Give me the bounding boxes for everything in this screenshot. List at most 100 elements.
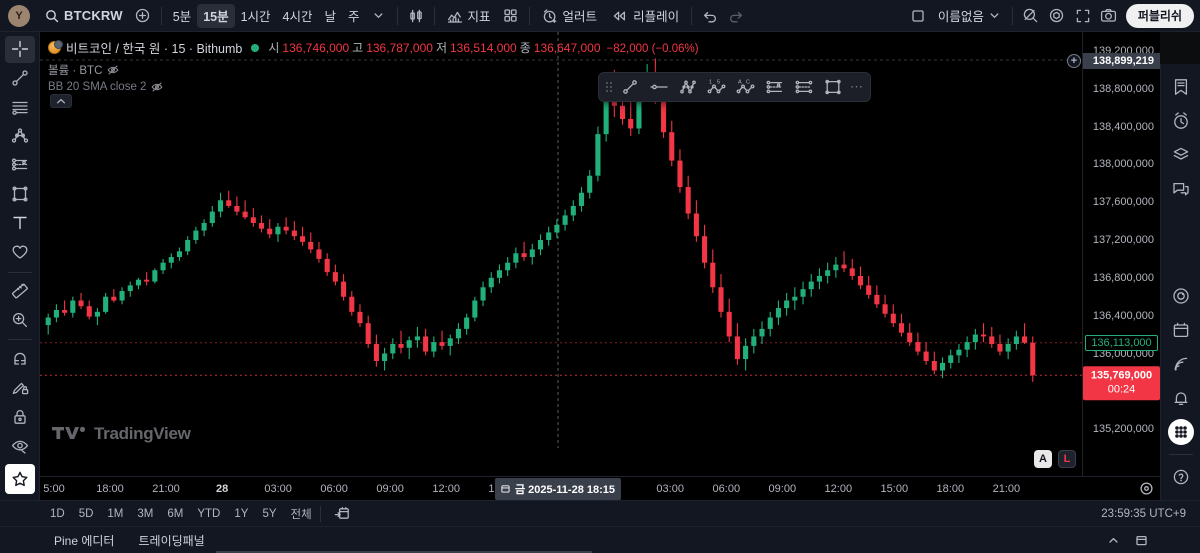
range-bar: 1D 5D 1M 3M 6M YTD 1Y 5Y 전체 23:59:35 UTC+9 bbox=[0, 500, 1200, 526]
range-전체[interactable]: 전체 bbox=[290, 508, 312, 521]
range-5d[interactable]: 5D bbox=[78, 507, 94, 520]
avatar[interactable]: Y bbox=[8, 4, 30, 27]
range-5y[interactable]: 5Y bbox=[262, 507, 277, 520]
hide-drawings-tool[interactable] bbox=[5, 432, 35, 459]
timeframe-15m[interactable]: 15분 bbox=[197, 3, 235, 28]
timeframe-1h[interactable]: 1시간 bbox=[240, 10, 271, 24]
text-tool[interactable] bbox=[5, 210, 35, 237]
pine-editor-tab[interactable]: Pine 에디터 bbox=[54, 533, 115, 548]
parallel-channel-tool-float[interactable] bbox=[790, 75, 818, 99]
calendar-icon[interactable] bbox=[1166, 313, 1196, 347]
undo-button[interactable] bbox=[697, 3, 723, 29]
more-tools-icon[interactable]: ⋯ bbox=[850, 79, 864, 94]
candlestick-canvas[interactable] bbox=[40, 32, 1082, 448]
chat-icon[interactable] bbox=[1166, 172, 1196, 206]
zoom-tool[interactable] bbox=[5, 306, 35, 333]
collapse-legend-button[interactable] bbox=[50, 94, 72, 108]
price-tick: 138,800,000 bbox=[1092, 82, 1154, 95]
alerts-icon[interactable] bbox=[1166, 104, 1196, 138]
fib-retracement-tool-float[interactable] bbox=[761, 75, 789, 99]
publish-button[interactable]: 퍼블리쉬 bbox=[1125, 3, 1194, 28]
ray-tool-float[interactable] bbox=[645, 75, 673, 99]
symbol-label: BTCKRW bbox=[64, 8, 123, 23]
replay-button[interactable]: 리플레이 bbox=[604, 4, 686, 28]
add-symbol-button[interactable] bbox=[130, 3, 156, 29]
symbol-search-button[interactable]: BTCKRW bbox=[38, 4, 130, 28]
elliott-correction-wave-tool-float[interactable]: A C bbox=[732, 75, 760, 99]
watchlist-icon[interactable] bbox=[1166, 70, 1196, 104]
range-1y[interactable]: 1Y bbox=[234, 507, 249, 520]
time-tick: 12:00 bbox=[432, 482, 460, 495]
divider bbox=[7, 339, 32, 341]
range-1m[interactable]: 1M bbox=[107, 507, 124, 520]
divider bbox=[1011, 6, 1013, 25]
trading-panel-tab[interactable]: 트레이딩패널 bbox=[138, 533, 205, 548]
alert-badge[interactable]: A bbox=[1034, 450, 1052, 468]
price-tick: 138,000,000 bbox=[1092, 158, 1154, 171]
timeframe-1d[interactable]: 날 bbox=[324, 10, 337, 24]
chart-type-candles-icon[interactable] bbox=[403, 3, 429, 29]
hotlist-icon[interactable] bbox=[1166, 279, 1196, 313]
measure-tool[interactable] bbox=[5, 278, 35, 305]
fullscreen-icon[interactable] bbox=[1070, 3, 1096, 29]
timeframe-4h[interactable]: 4시간 bbox=[282, 10, 313, 24]
lock-drawings-tool[interactable] bbox=[5, 403, 35, 430]
timeframe-chevron-down-icon[interactable] bbox=[366, 3, 392, 29]
pitchfork-tool-float[interactable] bbox=[674, 75, 702, 99]
news-icon[interactable] bbox=[1166, 347, 1196, 381]
favorites-tool[interactable] bbox=[4, 464, 35, 494]
crosshair-price-label: +138,899,219 bbox=[1067, 52, 1160, 69]
timeframe-5m[interactable]: 5분 bbox=[172, 10, 192, 24]
time-tick: 18:00 bbox=[96, 482, 124, 495]
maximize-panel-icon[interactable] bbox=[1128, 527, 1154, 553]
floating-drawing-toolbar[interactable]: 1 5 A C bbox=[598, 72, 871, 102]
emoji-tool[interactable] bbox=[5, 239, 35, 266]
shapes-tool[interactable] bbox=[5, 181, 35, 208]
chevron-down-icon bbox=[989, 10, 1000, 21]
stay-in-drawing-mode-tool[interactable] bbox=[5, 374, 35, 401]
crosshair-time-label: 금 2025-11-28 18:15 bbox=[494, 477, 622, 500]
snapshot-camera-icon[interactable] bbox=[1096, 3, 1122, 29]
go-to-date-icon[interactable] bbox=[329, 501, 355, 527]
help-icon[interactable] bbox=[1166, 460, 1196, 494]
chart-area[interactable]: 비트코인 / 한국 원 · 15 · Bithumb 시 136,746,000 … bbox=[40, 32, 1082, 476]
price-axis[interactable]: 139,200,000 138,800,000 138,400,000 138,000… bbox=[1067, 32, 1160, 476]
indicators-button[interactable]: 지표 bbox=[440, 4, 498, 28]
templates-grid-icon[interactable] bbox=[498, 3, 524, 29]
horizontal-lines-tool[interactable] bbox=[5, 94, 35, 121]
expand-panel-icon[interactable] bbox=[1100, 527, 1126, 553]
layout-select-icon[interactable] bbox=[905, 3, 931, 29]
bid-price-label: 136,113,000 bbox=[1085, 334, 1158, 351]
rectangle-tool-float[interactable] bbox=[819, 75, 847, 99]
data-window-icon[interactable] bbox=[1166, 138, 1196, 172]
quick-search-icon[interactable] bbox=[1018, 3, 1044, 29]
time-tick: 21:00 bbox=[992, 482, 1021, 495]
drag-handle[interactable] bbox=[603, 82, 615, 92]
layout-name-button[interactable]: 이름없음 bbox=[931, 4, 1007, 28]
crosshair-tool[interactable] bbox=[4, 36, 35, 63]
add-order-icon[interactable]: + bbox=[1067, 53, 1081, 68]
alert-button[interactable]: 얼러트 bbox=[535, 4, 605, 28]
timeframe-1w[interactable]: 주 bbox=[348, 10, 360, 24]
elliott-impulse-wave-tool-float[interactable]: 1 5 bbox=[703, 75, 731, 99]
trend-line-tool[interactable] bbox=[5, 65, 35, 92]
notifications-icon[interactable] bbox=[1166, 381, 1196, 415]
apps-grid-icon[interactable] bbox=[1167, 419, 1194, 445]
line-badge[interactable]: L bbox=[1058, 450, 1076, 468]
range-1d[interactable]: 1D bbox=[50, 507, 65, 520]
left-toolbar-bottom bbox=[0, 464, 39, 496]
settings-gear-icon[interactable] bbox=[1044, 3, 1070, 29]
fib-tool[interactable] bbox=[5, 152, 35, 179]
timezone-settings-icon[interactable] bbox=[1139, 481, 1154, 496]
magnet-tool[interactable] bbox=[5, 345, 35, 372]
range-ytd[interactable]: YTD bbox=[197, 507, 221, 520]
range-6m[interactable]: 6M bbox=[167, 507, 184, 520]
time-axis[interactable]: 5:00 18:00 21:00 28 03:00 06:00 09:00 12:00 15:0… bbox=[40, 476, 1160, 500]
bottom-status-bar: Pine 에디터 트레이딩패널 bbox=[0, 526, 1200, 553]
range-3m[interactable]: 3M bbox=[137, 507, 154, 520]
pitchfork-tool[interactable] bbox=[5, 123, 35, 150]
panel-resize-handle[interactable] bbox=[216, 551, 592, 553]
redo-button[interactable] bbox=[723, 3, 749, 29]
trend-line-tool-float[interactable] bbox=[616, 75, 644, 99]
